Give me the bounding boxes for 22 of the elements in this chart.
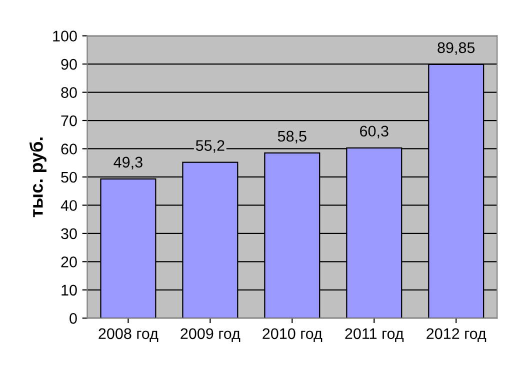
data-label: 55,2 — [196, 140, 224, 153]
y-tick-label: 10 — [62, 284, 77, 296]
y-axis-title: тыс. руб. — [29, 138, 46, 218]
y-tick-label: 0 — [70, 313, 77, 324]
data-label: 58,5 — [278, 130, 306, 144]
data-label: 89,85 — [438, 42, 475, 55]
y-tick-label: 80 — [61, 87, 77, 98]
x-tick-label: 2012 год — [426, 328, 486, 342]
y-tick-label: 50 — [61, 172, 77, 183]
x-tick-label: 2011 год — [345, 328, 404, 342]
x-tick-label: 2008 год — [98, 328, 158, 342]
data-label: 49,3 — [114, 156, 142, 170]
y-tick-label: 40 — [60, 200, 77, 211]
x-tick-label: 2009 год — [180, 328, 240, 342]
y-tick-label: 20 — [61, 256, 77, 268]
y-tick-label: 60 — [61, 144, 77, 154]
y-tick-label: 30 — [61, 228, 77, 240]
y-tick-label: 100 — [53, 30, 77, 42]
data-label: 60,3 — [360, 126, 388, 138]
x-tick-label: 2010 год — [262, 328, 322, 342]
y-tick-label: 70 — [61, 115, 77, 126]
y-tick-label: 90 — [61, 58, 77, 70]
